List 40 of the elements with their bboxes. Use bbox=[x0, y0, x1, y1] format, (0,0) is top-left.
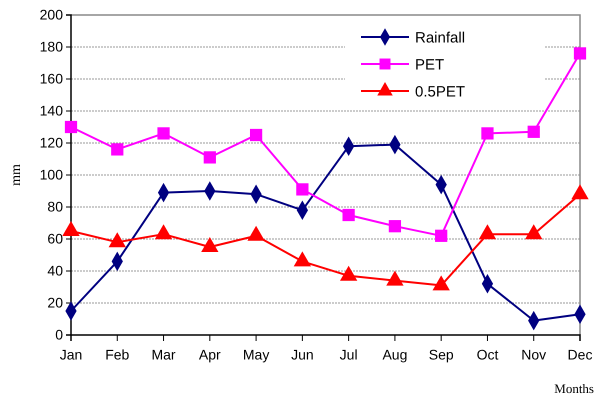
point bbox=[435, 230, 448, 242]
x-tick-label: Jan bbox=[60, 346, 82, 362]
x-tick-label: Apr bbox=[198, 346, 222, 362]
y-tick-label: 60 bbox=[47, 230, 64, 246]
x-tick-label: Jun bbox=[291, 346, 314, 362]
x-tick-label: Nov bbox=[521, 346, 546, 362]
x-tick-label: Aug bbox=[382, 346, 408, 362]
y-tick-label: 100 bbox=[40, 166, 64, 182]
x-tick-label: May bbox=[242, 346, 270, 362]
point bbox=[296, 183, 308, 196]
point bbox=[481, 127, 494, 140]
y-tick-label: 80 bbox=[47, 198, 64, 214]
legend-label: Rainfall bbox=[415, 29, 466, 46]
point bbox=[111, 143, 124, 156]
point bbox=[157, 127, 170, 140]
point bbox=[342, 208, 355, 222]
y-axis-title: mm bbox=[9, 164, 24, 186]
y-tick-label: 160 bbox=[40, 70, 64, 86]
x-tick-label: Dec bbox=[568, 346, 592, 362]
point bbox=[528, 126, 540, 138]
legend-label: 0.5PET bbox=[415, 83, 466, 100]
x-tick-label: Jul bbox=[340, 346, 358, 362]
y-tick-label: 0 bbox=[55, 326, 64, 342]
y-tick-label: 200 bbox=[40, 6, 64, 22]
point bbox=[574, 47, 586, 60]
y-tick-label: 180 bbox=[40, 38, 64, 54]
y-tick-label: 20 bbox=[47, 294, 64, 310]
legend-label: PET bbox=[415, 56, 444, 74]
point bbox=[204, 151, 216, 164]
y-tick-label: 40 bbox=[47, 262, 64, 278]
point bbox=[64, 120, 78, 134]
x-tick-label: Sep bbox=[428, 346, 454, 362]
point bbox=[388, 220, 402, 232]
y-tick-label: 140 bbox=[40, 102, 64, 118]
x-tick-label: Oct bbox=[476, 346, 498, 362]
point bbox=[250, 128, 262, 142]
y-tick-label: 120 bbox=[40, 134, 64, 150]
x-axis-title: Months bbox=[554, 381, 594, 396]
x-tick-label: Mar bbox=[151, 346, 176, 362]
x-tick-label: Feb bbox=[105, 346, 130, 362]
